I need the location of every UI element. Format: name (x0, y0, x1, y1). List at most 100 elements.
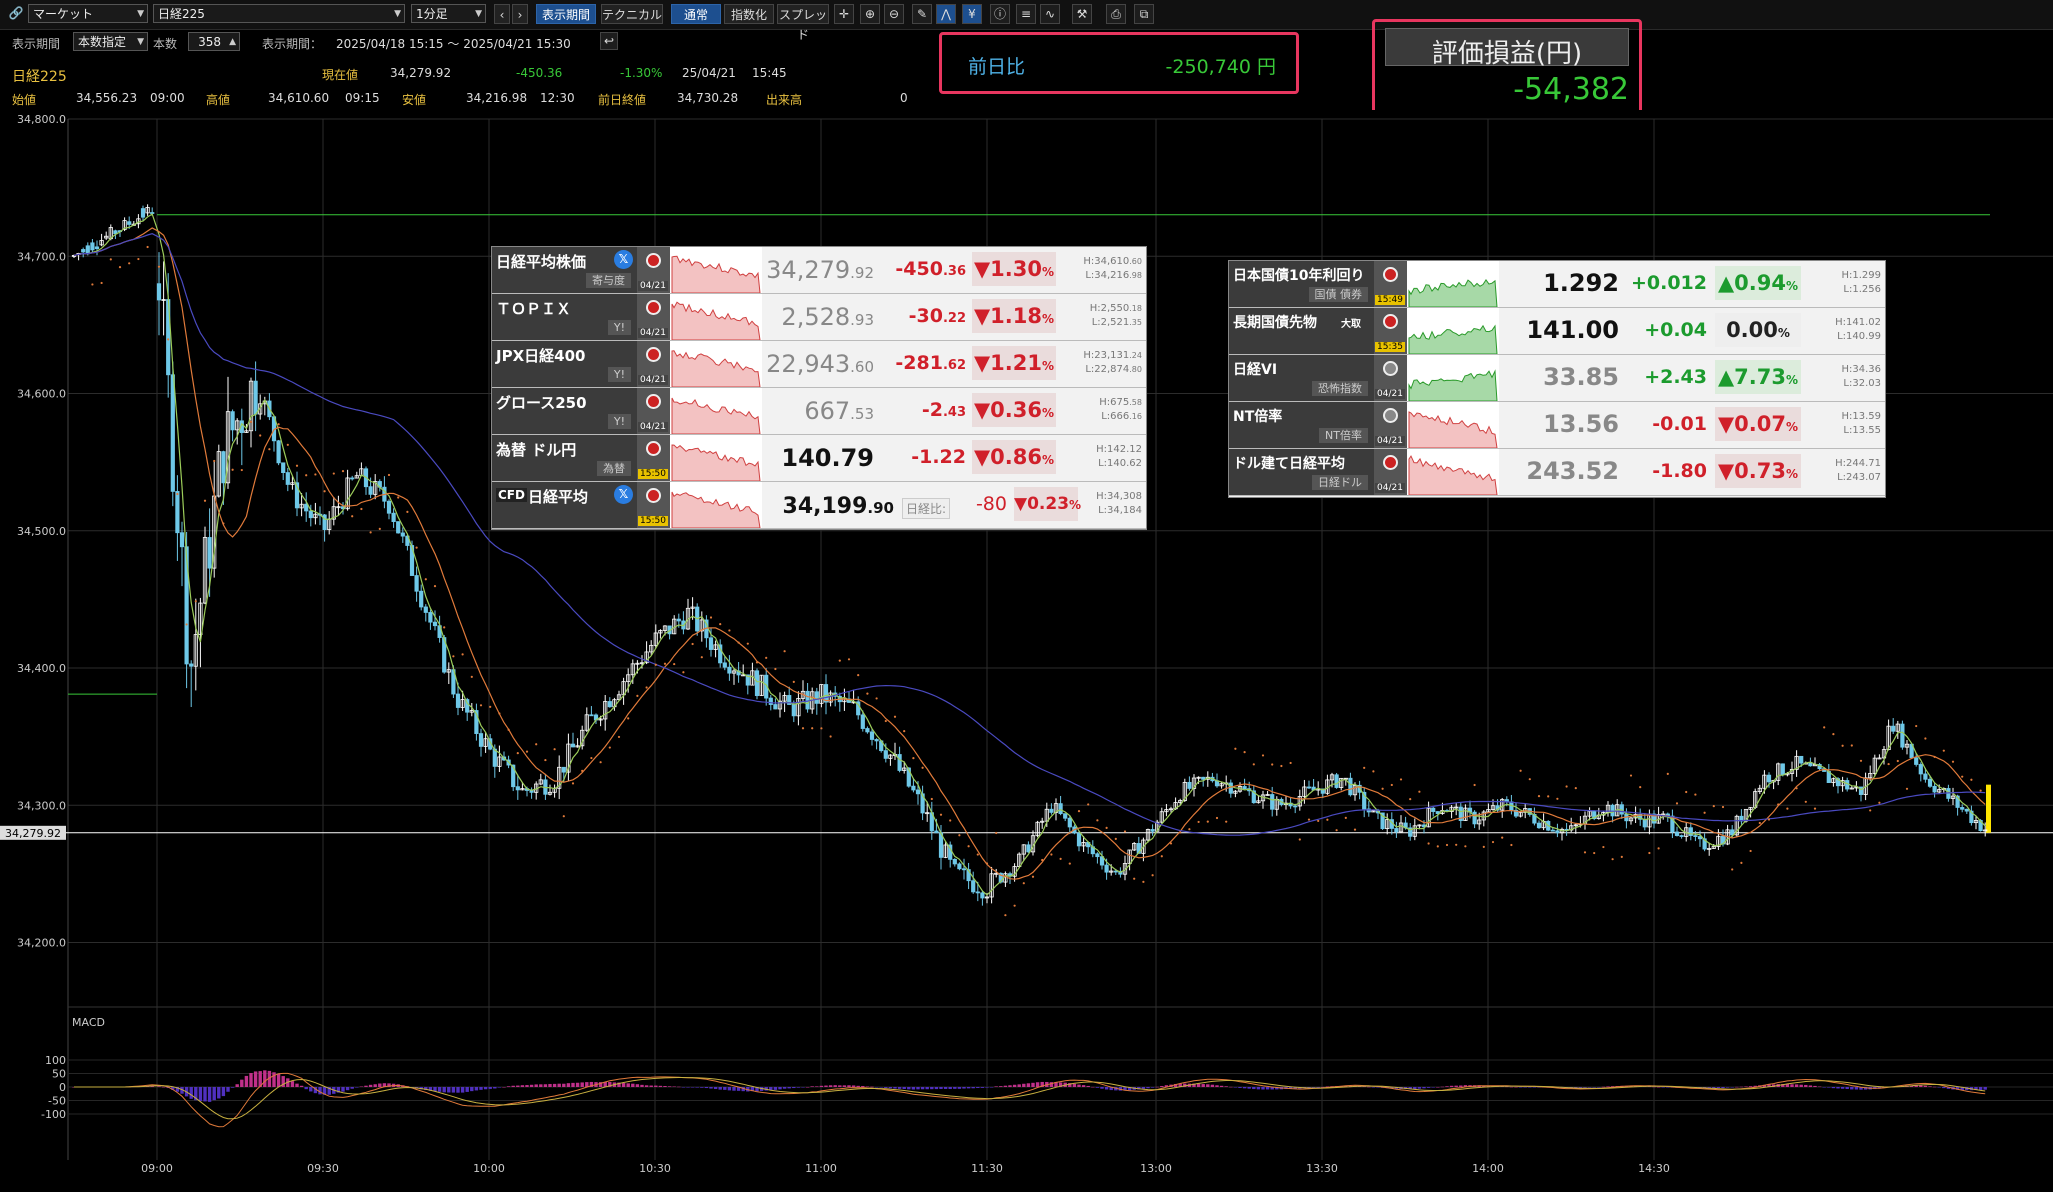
x-icon[interactable]: 𝕏 (614, 485, 633, 504)
link-icon[interactable]: 🔗 (8, 6, 24, 20)
candle-body (1766, 774, 1772, 783)
macd-histogram-bar (700, 1087, 704, 1088)
parabolic-sar-dot (1850, 744, 1853, 747)
parabolic-sar-dot (1363, 766, 1366, 769)
quote-high-low: H:1.299 L:1.256 (1815, 269, 1881, 297)
parabolic-sar-dot (1593, 851, 1596, 855)
cfd-compare-label: 日経比: (902, 498, 951, 519)
quote-pct: ▼0.23% (1014, 487, 1082, 521)
normal-button[interactable]: 通常 (671, 4, 721, 24)
quote-row[interactable]: ドル建て日経平均 日経ドル 04/21 243.52 -1.80 ▼0.73% H:244.… (1229, 449, 1885, 496)
quote-row[interactable]: ＴＯＰＩＸ Y! 04/21 2,528.93 -30.22 ▼1.18% H:2,550.… (492, 294, 1146, 341)
quote-price-int: 34,279 (766, 256, 851, 284)
candle-body (598, 718, 603, 721)
quote-row[interactable]: 日経VI 恐怖指数 04/21 33.85 +2.43 ▲7.73% H:34.36 L:32… (1229, 355, 1885, 402)
parabolic-sar-dot (100, 281, 103, 285)
prev-button[interactable]: ‹ (494, 4, 510, 24)
chart-wave-icon[interactable]: ∿ (1040, 4, 1060, 24)
technical-button[interactable]: テクニカル (601, 4, 663, 24)
quote-sub-button[interactable]: 日経ドル (1312, 475, 1368, 490)
quote-sub-button[interactable]: Y! (607, 414, 631, 429)
crosshair-icon[interactable]: ✛ (834, 4, 854, 24)
quote-row[interactable]: 日本国債10年利回り 国債 債券 15:49 1.292 +0.012 ▲0.94% H:1… (1229, 261, 1885, 308)
sparkline-area (1408, 455, 1498, 496)
macd-histogram-bar (198, 1087, 203, 1102)
index-button[interactable]: 指数化 (724, 4, 774, 24)
macd-histogram-bar (750, 1087, 755, 1092)
candle-body (888, 754, 893, 759)
quote-row[interactable]: CFD 日経平均 𝕏 15:50 34,199.90 日経比: -80 ▼0.23% H:34,… (492, 482, 1146, 529)
macd-histogram-bar (313, 1087, 318, 1094)
zoom-in-icon[interactable]: ⊕ (860, 4, 880, 24)
yen-icon[interactable]: ¥ (962, 4, 982, 24)
undo-icon[interactable]: ↩ (600, 32, 618, 50)
quote-high-dec: .60 (1129, 257, 1142, 266)
x-icon[interactable]: 𝕏 (614, 250, 633, 269)
quote-sub-button[interactable]: 恐怖指数 (1312, 381, 1368, 396)
candle-body (1877, 757, 1882, 760)
quote-row[interactable]: 日経平均株価 寄与度 𝕏 04/21 34,279.92 -450.36 ▼1.30% H:3… (492, 247, 1146, 294)
parabolic-sar-dot (1804, 800, 1807, 803)
quote-pct: ▼0.86% (972, 440, 1056, 474)
candle-body (170, 374, 175, 492)
candle-body (235, 420, 240, 431)
export-icon[interactable]: ⧉ (1134, 4, 1154, 24)
quote-sub-button[interactable]: 為替 (597, 461, 631, 476)
quote-name: NT倍率 (1233, 409, 1283, 425)
next-button[interactable]: › (512, 4, 528, 24)
quote-sub-button[interactable]: 寄与度 (586, 273, 631, 288)
high-label: 高値 (206, 93, 231, 107)
candle-body (1849, 787, 1854, 790)
quote-change: -1.22 (882, 446, 966, 468)
candle-body (1610, 804, 1615, 817)
macd-histogram-bar (1597, 1087, 1601, 1088)
low-time: 12:30 (540, 91, 575, 105)
parabolic-sar-dot (1703, 811, 1706, 814)
quote-name-cell: 日経VI 恐怖指数 (1229, 355, 1374, 401)
quote-sub-button[interactable]: Y! (607, 367, 631, 382)
quote-low: L:140.62 (1078, 457, 1142, 471)
quote-pct-unit: % (1069, 498, 1082, 512)
macd-histogram-bar (1316, 1087, 1320, 1088)
zoom-out-icon[interactable]: ⊖ (884, 4, 904, 24)
parabolic-sar-dot (341, 470, 345, 473)
candle-type-icon[interactable]: ⋀ (936, 4, 956, 24)
pencil-icon[interactable]: ✎ (912, 4, 932, 24)
quote-row[interactable]: グロース250 Y! 04/21 667.53 -2.43 ▼0.36% H:675.58 L… (492, 388, 1146, 435)
spread-button[interactable]: スプレッド (777, 4, 829, 42)
macd-histogram-bar (571, 1082, 575, 1087)
macd-histogram-bar (608, 1081, 612, 1087)
macd-histogram-bar (1978, 1087, 1983, 1090)
count-stepper[interactable]: 358 ▲ (188, 32, 240, 51)
candle-body (350, 477, 355, 480)
market-select[interactable]: マーケット ▼ (28, 4, 148, 23)
parabolic-sar-dot (1188, 828, 1191, 831)
candle-body (1983, 829, 1988, 832)
parabolic-sar-dot (1979, 789, 1982, 792)
quote-row[interactable]: 為替 ドル円 為替 15:50 140.79 -1.22 ▼0.86% H:142.12 L:… (492, 435, 1146, 482)
quote-sub-button[interactable]: NT倍率 (1319, 428, 1368, 443)
quote-name: 長期国債先物 (1233, 315, 1317, 331)
parabolic-sar-dot (406, 510, 409, 513)
interval-select[interactable]: 1分足 ▼ (411, 4, 486, 23)
info-icon[interactable]: ⓘ (990, 4, 1010, 24)
display-period-button[interactable]: 表示期間 (536, 4, 596, 24)
period-mode-select[interactable]: 本数指定 ▼ (73, 32, 148, 51)
wrench-icon[interactable]: ⚒ (1072, 4, 1092, 24)
quote-row[interactable]: JPX日経400 Y! 04/21 22,943.60 -281.62 ▼1.21% H:2… (492, 341, 1146, 388)
mtf-icon[interactable]: ≡ (1016, 4, 1036, 24)
parabolic-sar-dot (838, 659, 841, 662)
quote-sub-button[interactable]: 国債 債券 (1308, 287, 1368, 302)
macd-histogram-bar (1578, 1087, 1583, 1088)
parabolic-sar-dot (1050, 853, 1053, 856)
candle-body (336, 506, 341, 509)
symbol-select[interactable]: 日経225 ▼ (153, 4, 405, 23)
candle-body (1076, 832, 1082, 847)
macd-histogram-bar (1390, 1087, 1394, 1089)
quote-row[interactable]: NT倍率 NT倍率 04/21 13.56 -0.01 ▼0.07% H:13.59 L:13… (1229, 402, 1885, 449)
macd-histogram-bar (723, 1087, 727, 1090)
quote-row[interactable]: 長期国債先物 大取 15:35 141.00 +0.04 0.00% H:141.02 L:1… (1229, 308, 1885, 355)
macd-histogram-bar (359, 1086, 364, 1088)
quote-sub-button[interactable]: Y! (607, 320, 631, 335)
print-icon[interactable]: ⎙ (1106, 4, 1126, 24)
